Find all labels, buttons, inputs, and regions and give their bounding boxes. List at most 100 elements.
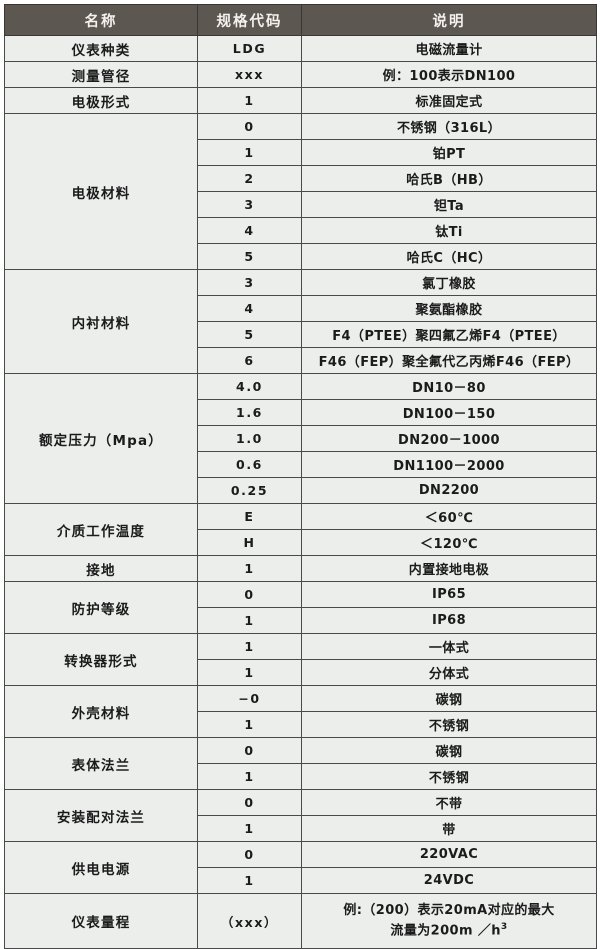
row-group-name: 介质工作温度	[4, 503, 198, 556]
table-row: 2 哈氏B（HB）	[5, 165, 597, 192]
description-cell: 不锈钢（316L）	[301, 113, 597, 140]
description-cell: 氯丁橡胶	[301, 269, 597, 296]
spec-code-cell: 2	[197, 165, 302, 192]
spec-code-cell: 1	[197, 659, 302, 686]
spec-code-cell: 1	[197, 139, 302, 166]
table-row: 1 不锈钢	[5, 711, 597, 738]
description-cell: DN10－80	[301, 373, 597, 400]
spec-code-cell: 3	[197, 269, 302, 296]
spec-code-cell: 0	[197, 737, 302, 764]
spec-code-cell: 1	[197, 555, 302, 582]
row-group-name: 安装配对法兰	[4, 789, 198, 842]
description-cell: DN200－1000	[301, 425, 597, 452]
description-cell: 哈氏C（HC）	[301, 243, 597, 270]
spec-code-cell: 0.6	[197, 451, 302, 478]
table-row: 仪表种类 LDG 电磁流量计	[4, 35, 597, 62]
column-header-description: 说明	[301, 4, 597, 36]
description-cell: F46（FEP）聚全氟代乙丙烯F46（FEP）	[301, 347, 597, 374]
table-row: 1 IP68	[5, 607, 597, 634]
row-group-name: 测量管径	[4, 61, 198, 88]
spec-code-cell: （xxx）	[197, 893, 302, 949]
table-row: 1 24VDC	[5, 867, 597, 894]
spec-code-cell: E	[197, 503, 302, 530]
spec-code-cell: 1	[197, 87, 302, 114]
table-row: 额定压力（Mpa） 4.0 DN10－80	[4, 373, 597, 504]
table-row: 外壳材料 −0 碳钢	[4, 685, 597, 738]
description-cell: 标准固定式	[301, 87, 597, 114]
row-group-name: 外壳材料	[4, 685, 198, 738]
spec-code-cell: 1.0	[197, 425, 302, 452]
description-cell: DN1100－2000	[301, 451, 597, 478]
table-row: 电极材料 0 不锈钢（316L）	[4, 113, 597, 270]
spec-code-cell: xxx	[197, 61, 302, 88]
row-group-name: 仪表量程	[4, 893, 198, 949]
description-cell: 哈氏B（HB）	[301, 165, 597, 192]
table-row: 1 不锈钢	[5, 763, 597, 790]
spec-code-cell: −0	[197, 685, 302, 712]
description-cell: F4（PTEE）聚四氟乙烯F4（PTEE）	[301, 321, 597, 348]
description-cell: 聚氨酯橡胶	[301, 295, 597, 322]
spec-code-cell: 0.25	[197, 477, 302, 504]
description-cell: 24VDC	[301, 867, 597, 894]
table-row: 表体法兰 0 碳钢	[4, 737, 597, 790]
table-body: 仪表种类 LDG 电磁流量计 测量管径 xxx 例：100表示DN100 电极形式 1 标准固定…	[4, 35, 597, 949]
spec-code-cell: H	[197, 529, 302, 556]
spec-code-cell: 5	[197, 243, 302, 270]
column-header-name: 名称	[4, 4, 198, 36]
description-cell: DN2200	[301, 477, 597, 504]
spec-code-cell: 1	[197, 711, 302, 738]
row-group-name: 内衬材料	[4, 269, 198, 374]
row-group-name: 仪表种类	[4, 35, 198, 62]
description-cell: 一体式	[301, 633, 597, 660]
description-cell: IP65	[301, 581, 597, 608]
row-group-name: 转换器形式	[4, 633, 198, 686]
row-group-name: 防护等级	[4, 581, 198, 634]
description-line-2-text: 流量为200m ／h	[390, 923, 501, 939]
table-row: 0.25 DN2200	[5, 477, 597, 504]
spec-code-cell: 1.6	[197, 399, 302, 426]
table-row: 安装配对法兰 0 不带	[4, 789, 597, 842]
spec-code-cell: 0	[197, 581, 302, 608]
spec-code-cell: LDG	[197, 35, 302, 62]
spec-code-cell: 0	[197, 113, 302, 140]
table-row: 介质工作温度 E ＜60℃	[4, 503, 597, 556]
description-cell: 220VAC	[301, 841, 597, 868]
table-row: 1.6 DN100－150	[5, 399, 597, 426]
table-header: 名称 规格代码 说明	[4, 4, 597, 36]
description-cell: DN100－150	[301, 399, 597, 426]
spec-code-cell: 1	[197, 763, 302, 790]
spec-code-cell: 6	[197, 347, 302, 374]
table-row: 1 分体式	[5, 659, 597, 686]
table-row: 接地 1 内置接地电极	[4, 555, 597, 582]
description-line-1: 例:（200）表示20mA对应的最大	[343, 902, 555, 918]
description-cell: ＜60℃	[301, 503, 597, 530]
description-cell: 分体式	[301, 659, 597, 686]
row-group-name: 电极形式	[4, 87, 198, 114]
description-cell: 内置接地电极	[301, 555, 597, 582]
spec-code-cell: 1	[197, 633, 302, 660]
description-cell: 电磁流量计	[301, 35, 597, 62]
table-row: 防护等级 0 IP65	[4, 581, 597, 634]
description-cell: 例:（200）表示20mA对应的最大流量为200m ／h3	[301, 893, 597, 949]
specification-code-table: 名称 规格代码 说明 仪表种类 LDG 电磁流量计 测量管径 xxx 例：100表示DN1…	[4, 4, 597, 949]
row-group-name: 接地	[4, 555, 198, 582]
table-row: 1.0 DN200－1000	[5, 425, 597, 452]
table-row: 仪表量程 （xxx） 例:（200）表示20mA对应的最大 流量为200m ／h3	[4, 893, 597, 949]
spec-code-cell: 4.0	[197, 373, 302, 400]
description-cell: 例：100表示DN100	[301, 61, 597, 88]
spec-code-cell: 1	[197, 867, 302, 894]
spec-code-cell: 0	[197, 841, 302, 868]
description-line-2: 流量为200m ／h3	[304, 921, 594, 941]
table-header-row: 名称 规格代码 说明	[4, 4, 597, 36]
row-group-name: 供电电源	[4, 841, 198, 894]
row-group-name: 电极材料	[4, 113, 198, 270]
table-row: 4 钛Ti	[5, 217, 597, 244]
spec-code-cell: 3	[197, 191, 302, 218]
table-row: 供电电源 0 220VAC	[4, 841, 597, 894]
table-row: 内衬材料 3 氯丁橡胶	[4, 269, 597, 374]
column-header-code: 规格代码	[197, 4, 302, 36]
table-row: 测量管径 xxx 例：100表示DN100	[4, 61, 597, 88]
table-row: 6 F46（FEP）聚全氟代乙丙烯F46（FEP）	[5, 347, 597, 374]
description-cell: 不带	[301, 789, 597, 816]
